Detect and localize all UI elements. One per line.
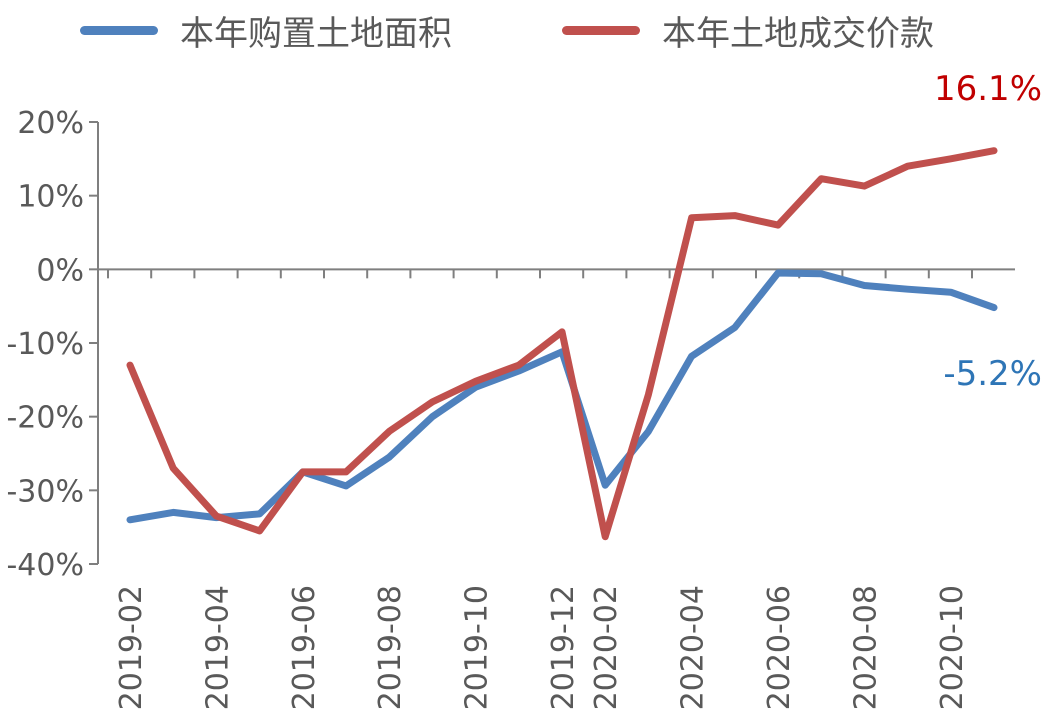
end-labels: -5.2% 16.1% — [934, 69, 1042, 394]
y-tick-label: -30% — [6, 474, 84, 509]
x-tick-label: 2020-06 — [762, 585, 797, 710]
x-tick-label: 2019-04 — [200, 585, 235, 710]
y-tick-label: -10% — [6, 327, 84, 362]
x-axis: 2019-02 2019-04 2019-06 2019-08 2019-10 2019-… — [98, 268, 1015, 710]
legend-item-series-1: 本年购置土地面积 — [80, 6, 452, 55]
y-tick-label: 0% — [36, 253, 84, 288]
x-tick-label: 2019-06 — [287, 585, 322, 710]
end-label-series-1: -5.2% — [943, 354, 1042, 394]
legend-swatch-series-1 — [80, 26, 158, 35]
x-tick-label: 2020-10 — [935, 585, 970, 710]
y-tick-label: 10% — [17, 180, 84, 215]
end-label-series-2: 16.1% — [934, 69, 1042, 109]
legend-label-series-2: 本年土地成交价款 — [662, 14, 934, 54]
y-tick-label: -20% — [6, 401, 84, 436]
legend-label-series-1: 本年购置土地面积 — [180, 14, 452, 54]
x-tick-label: 2020-08 — [848, 585, 883, 710]
y-tick-label: 20% — [17, 106, 84, 141]
series-layer — [126, 147, 998, 541]
legend: 本年购置土地面积 本年土地成交价款 — [0, 0, 1051, 60]
series-line-1 — [126, 269, 998, 524]
x-tick-label: 2020-02 — [589, 585, 624, 710]
series-line-2 — [126, 147, 998, 541]
y-tick-label: -40% — [6, 548, 84, 583]
y-axis: 20% 10% 0% -10% -20% -30% -40% — [6, 106, 99, 583]
x-tick-label: 2019-02 — [114, 585, 149, 710]
legend-item-series-2: 本年土地成交价款 — [562, 6, 934, 55]
x-tick-label: 2019-10 — [460, 585, 495, 710]
x-tick-label: 2019-08 — [373, 585, 408, 710]
x-tick-label: 2020-04 — [676, 585, 711, 710]
legend-swatch-series-2 — [562, 26, 640, 35]
x-tick-label: 2019-12 — [546, 585, 581, 710]
